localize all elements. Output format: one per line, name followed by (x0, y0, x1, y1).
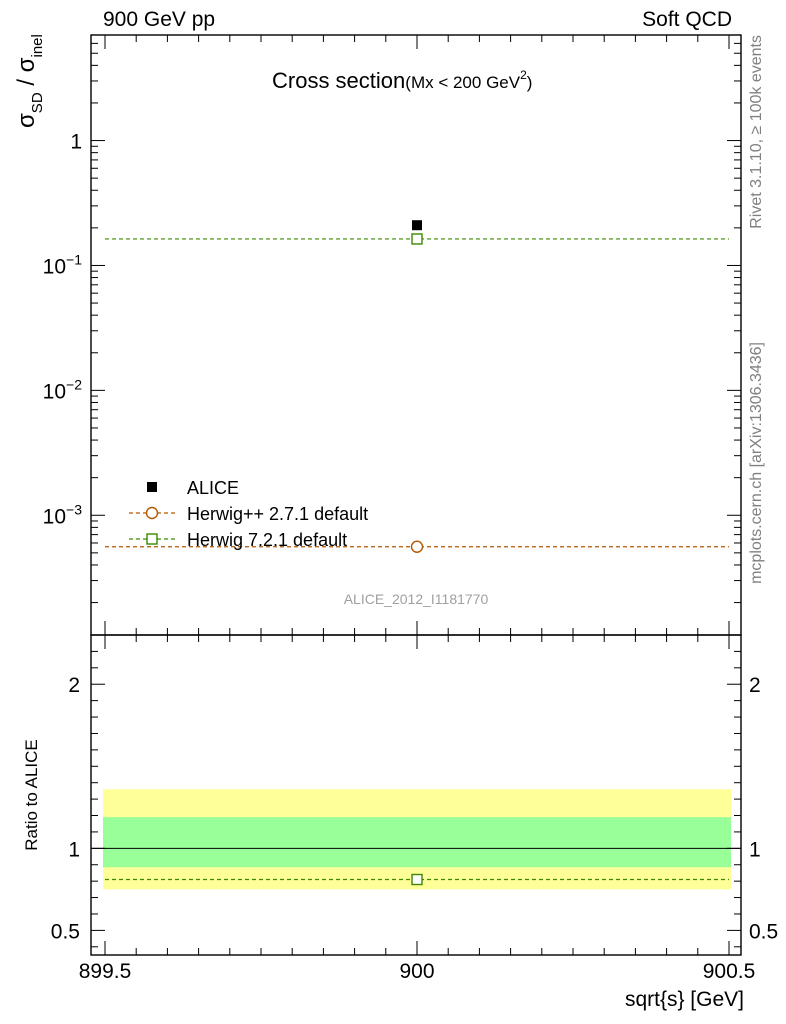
legend-label: ALICE (187, 478, 239, 498)
ratio-y-tick-label-left: 2 (68, 674, 80, 697)
data-point-herwig7 (411, 233, 423, 245)
ratio-band-inner (103, 817, 731, 868)
rivet-label: Rivet 3.1.10, ≥ 100k events (748, 35, 765, 229)
data-point-alice (412, 220, 422, 231)
y-tick-label: 10−1 (43, 251, 83, 278)
x-tick-label: 900.5 (703, 960, 756, 983)
legend-label: Herwig++ 2.7.1 default (187, 504, 368, 524)
ratio-y-tick-label-right: 0.5 (749, 920, 778, 943)
x-axis-label: sqrt{s} [GeV] (625, 988, 744, 1011)
analysis-label: ALICE_2012_I1181770 (344, 591, 489, 607)
data-point-herwigpp (410, 540, 424, 553)
y-tick-label: 10−2 (43, 376, 83, 403)
ratio-data-point (411, 873, 423, 886)
ratio-plot-frame (90, 634, 742, 956)
header-right: Soft QCD (642, 8, 732, 31)
y-tick-label: 10−3 (43, 501, 83, 528)
legend-label: Herwig 7.2.1 default (187, 530, 347, 550)
legend-marker-alice (147, 482, 157, 492)
y-tick-label: 1 (70, 131, 82, 154)
ratio-y-tick-label-left: 0.5 (51, 920, 80, 943)
legend-marker-herwig7 (146, 533, 158, 545)
x-tick-label: 899.5 (79, 960, 132, 983)
ratio-y-tick-label-right: 2 (749, 674, 761, 697)
header-left: 900 GeV pp (103, 8, 216, 31)
y-axis-label: σSD / σinel (13, 34, 46, 128)
ratio-y-tick-label-right: 1 (749, 838, 761, 861)
ratio-y-axis-label: Ratio to ALICE (22, 739, 41, 851)
ratio-y-tick-label-left: 1 (68, 838, 80, 861)
plot-title: Cross section(Mx < 200 GeV2) (272, 68, 532, 93)
x-tick-label: 900 (399, 960, 434, 983)
legend-marker-herwigpp (145, 506, 159, 520)
mcplots-label: mcplots.cern.ch [arXiv:1306.3436] (748, 342, 765, 584)
